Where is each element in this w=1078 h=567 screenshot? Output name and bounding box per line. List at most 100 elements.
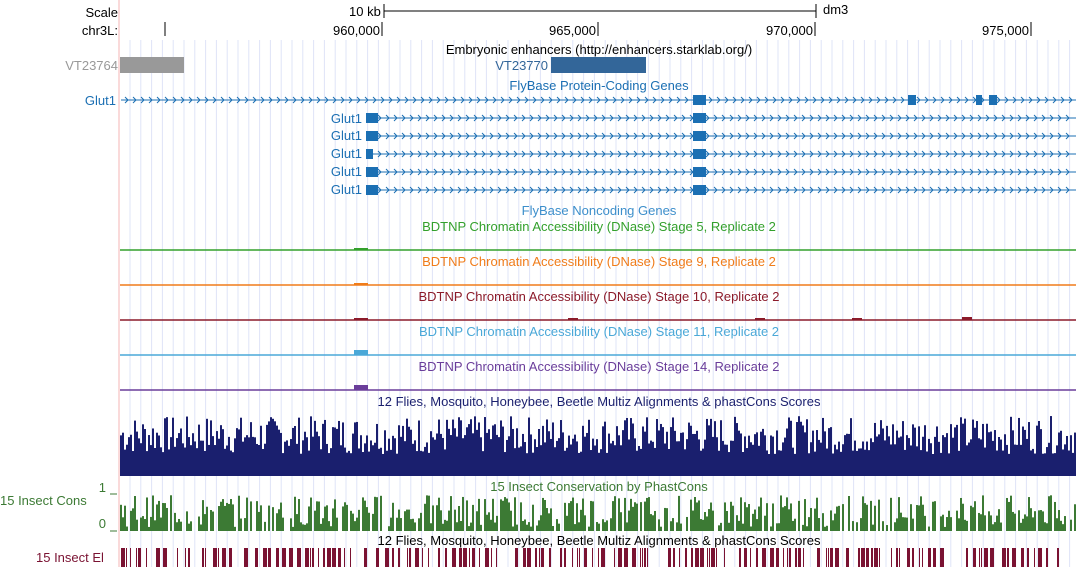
dnase-stage9-title[interactable]: BDTNP Chromatin Accessibility (DNase) St… bbox=[422, 254, 776, 269]
strand-arrow bbox=[993, 150, 998, 158]
strand-arrow bbox=[657, 114, 662, 122]
strand-arrow bbox=[449, 132, 454, 140]
strand-arrow bbox=[609, 114, 614, 122]
phastcons-histogram[interactable] bbox=[120, 495, 1076, 531]
phastcons-bar bbox=[894, 522, 896, 531]
element-block bbox=[305, 548, 309, 567]
phastcons-bar bbox=[806, 526, 808, 531]
phastcons-track-title[interactable]: 15 Insect Conservation by PhastCons bbox=[490, 479, 708, 494]
multiz-bar bbox=[392, 435, 394, 476]
multiz-bar bbox=[588, 419, 590, 476]
multiz-bar bbox=[248, 437, 250, 476]
multiz-bar bbox=[470, 419, 472, 476]
element-block bbox=[642, 548, 643, 567]
strand-arrow bbox=[761, 150, 766, 158]
strand-arrow bbox=[593, 186, 598, 194]
elements-side-label[interactable]: 15 Insect El bbox=[36, 550, 104, 565]
multiz-bar bbox=[778, 450, 780, 476]
multiz-bar bbox=[1052, 453, 1054, 476]
element-block bbox=[783, 548, 784, 567]
phastcons-bar bbox=[190, 521, 192, 531]
phastcons-bar bbox=[550, 508, 552, 531]
multiz-bar bbox=[594, 445, 596, 476]
gene-label[interactable]: Glut1 bbox=[330, 164, 362, 179]
multiz-track-title[interactable]: 12 Flies, Mosquito, Honeybee, Beetle Mul… bbox=[377, 394, 821, 409]
exon-block bbox=[976, 95, 982, 105]
strand-arrow bbox=[489, 168, 494, 176]
strand-arrow bbox=[761, 186, 766, 194]
multiz-bar bbox=[762, 428, 764, 476]
enhancer-VT23764[interactable] bbox=[120, 57, 184, 73]
gene-label[interactable]: Glut1 bbox=[330, 146, 362, 161]
phastcons-bar bbox=[664, 507, 666, 531]
dnase-stage10-title[interactable]: BDTNP Chromatin Accessibility (DNase) St… bbox=[418, 289, 780, 304]
dnase-stage14-title[interactable]: BDTNP Chromatin Accessibility (DNase) St… bbox=[418, 359, 780, 374]
strand-arrow bbox=[385, 186, 390, 194]
strand-arrow bbox=[1049, 114, 1054, 122]
strand-arrow bbox=[1009, 132, 1014, 140]
strand-arrow bbox=[681, 114, 686, 122]
phastcons-bar bbox=[898, 497, 900, 531]
phastcons-bar bbox=[240, 518, 242, 531]
element-block bbox=[673, 548, 675, 567]
strand-arrow bbox=[593, 114, 598, 122]
phastcons-side-label[interactable]: 15 Insect Cons bbox=[0, 493, 87, 508]
phastcons-bar bbox=[230, 499, 232, 531]
element-block bbox=[121, 548, 125, 567]
enhancer-label[interactable]: VT23770 bbox=[495, 58, 548, 73]
strand-arrow bbox=[604, 96, 609, 104]
strand-arrow bbox=[1033, 150, 1038, 158]
gene-models[interactable] bbox=[121, 95, 1076, 195]
strand-arrow bbox=[409, 168, 414, 176]
dnase-stage11-title[interactable]: BDTNP Chromatin Accessibility (DNase) St… bbox=[418, 324, 780, 339]
strand-arrow bbox=[1057, 132, 1062, 140]
exon-block bbox=[366, 185, 378, 195]
phastcons-bar bbox=[706, 516, 708, 531]
strand-arrow bbox=[865, 168, 870, 176]
gene-label[interactable]: Glut1 bbox=[330, 182, 362, 197]
multiz-bar bbox=[746, 448, 748, 476]
enhancer-label[interactable]: VT23764 bbox=[65, 58, 118, 73]
gene-label[interactable]: Glut1 bbox=[330, 128, 362, 143]
dnase-stage5-title[interactable]: BDTNP Chromatin Accessibility (DNase) St… bbox=[422, 219, 776, 234]
element-block bbox=[415, 548, 419, 567]
phastcons-bar bbox=[476, 511, 478, 531]
phastcons-bar bbox=[504, 497, 506, 531]
multiz-bar bbox=[336, 428, 338, 476]
strand-arrow bbox=[617, 150, 622, 158]
strand-arrow bbox=[569, 114, 574, 122]
multiz-histogram[interactable] bbox=[120, 416, 1076, 476]
phastcons-bar bbox=[956, 510, 958, 531]
multiz-bar bbox=[952, 437, 954, 476]
phastcons-bar bbox=[934, 501, 936, 531]
exon-block bbox=[989, 95, 997, 105]
strand-arrow bbox=[465, 132, 470, 140]
flybase-noncoding-track-title[interactable]: FlyBase Noncoding Genes bbox=[521, 203, 677, 218]
gene-label[interactable]: Glut1 bbox=[84, 93, 116, 108]
enhancers-track-title[interactable]: Embryonic enhancers (http://enhancers.st… bbox=[445, 42, 753, 57]
element-block bbox=[163, 548, 167, 567]
strand-arrow bbox=[529, 168, 534, 176]
strand-arrow bbox=[505, 114, 510, 122]
multiz-bar bbox=[666, 431, 668, 476]
strand-arrow bbox=[841, 114, 846, 122]
strand-arrow bbox=[985, 186, 990, 194]
multiz-bar bbox=[566, 447, 568, 476]
element-block bbox=[564, 548, 566, 567]
strand-arrow bbox=[473, 168, 478, 176]
elements-track-title[interactable]: 12 Flies, Mosquito, Honeybee, Beetle Mul… bbox=[377, 533, 821, 548]
strand-arrow bbox=[881, 132, 886, 140]
multiz-bar bbox=[160, 447, 162, 476]
element-block bbox=[156, 548, 160, 567]
flybase-coding-track-title[interactable]: FlyBase Protein-Coding Genes bbox=[509, 78, 689, 93]
strand-arrow bbox=[681, 186, 686, 194]
strand-arrow bbox=[833, 114, 838, 122]
enhancer-VT23770[interactable] bbox=[551, 57, 646, 73]
multiz-bar bbox=[1002, 450, 1004, 476]
gene-label[interactable]: Glut1 bbox=[330, 111, 362, 126]
multiz-bar bbox=[274, 421, 276, 476]
phastcons-bar bbox=[220, 501, 222, 531]
phastcons-bar bbox=[632, 506, 634, 531]
conserved-elements[interactable] bbox=[121, 548, 1059, 567]
